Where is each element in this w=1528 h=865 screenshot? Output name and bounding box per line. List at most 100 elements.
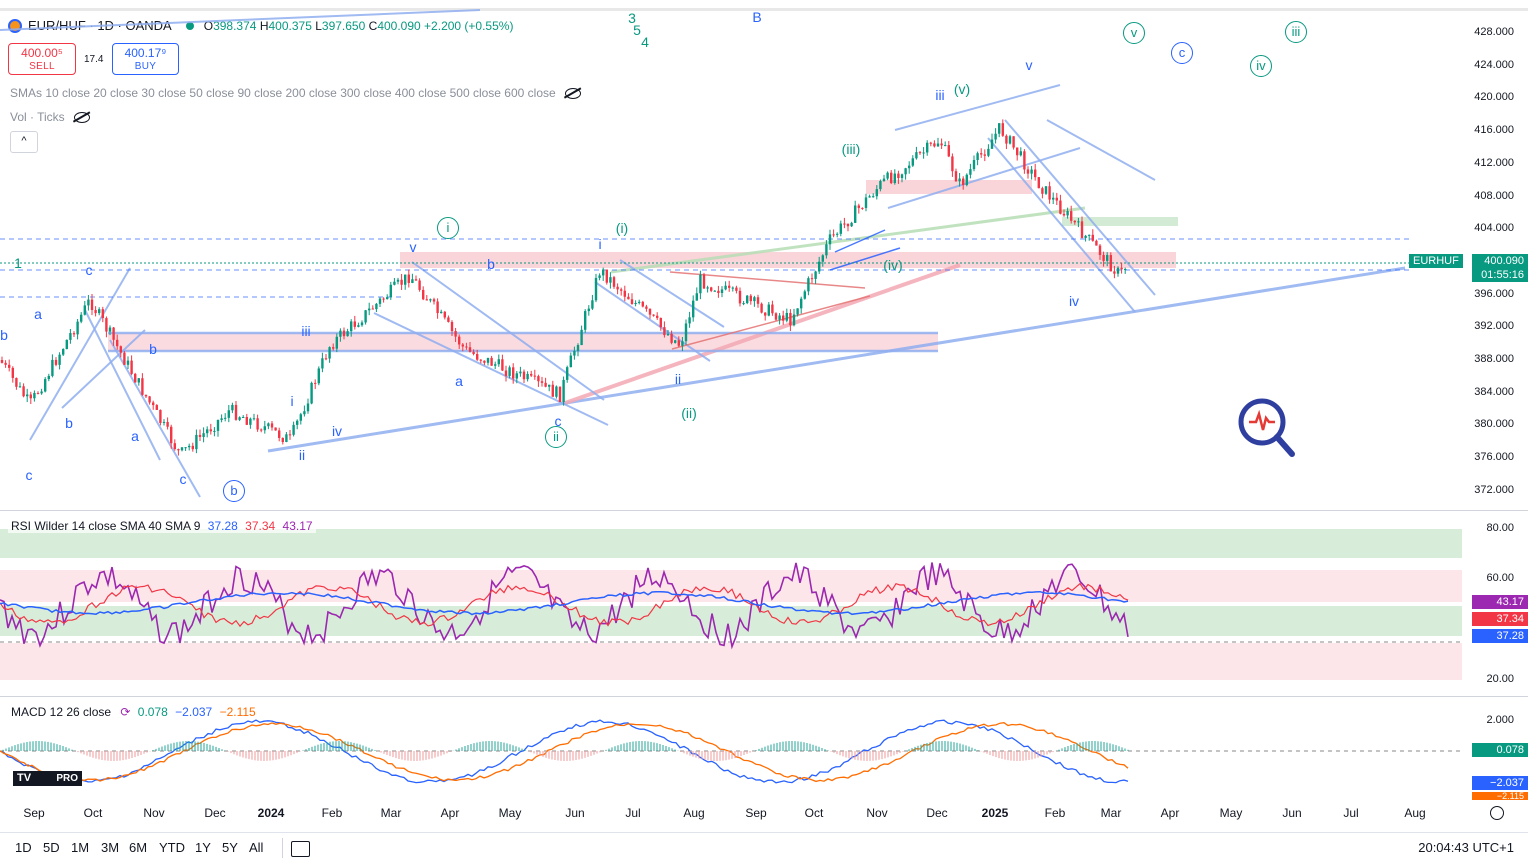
wave-label[interactable]: b	[487, 256, 495, 272]
candle-body	[443, 311, 446, 318]
candle-body	[123, 352, 126, 365]
collapse-legend-button[interactable]: ^	[10, 131, 38, 153]
range-button[interactable]: 1Y	[195, 840, 211, 855]
wave-label[interactable]: c	[1171, 42, 1193, 64]
candle-body	[800, 298, 803, 309]
wave-label[interactable]: c	[554, 413, 562, 429]
wave-label[interactable]: ii	[545, 426, 567, 448]
wave-label[interactable]: b	[65, 415, 73, 431]
clock[interactable]: 20:04:43 UTC+1	[1418, 840, 1514, 855]
range-button[interactable]: All	[249, 840, 264, 855]
wave-label[interactable]: v	[1025, 57, 1033, 73]
wave-label[interactable]: B	[752, 9, 762, 25]
pane-separator[interactable]	[0, 696, 1528, 697]
candle-body	[90, 299, 94, 311]
candle-body	[508, 367, 511, 376]
wave-label[interactable]: v	[1123, 22, 1145, 44]
wave-label[interactable]: iii	[1285, 21, 1307, 43]
bar-countdown: 01:55:16	[1472, 268, 1528, 282]
macd-tag-signal: −2.115	[1472, 792, 1528, 800]
candle-body	[22, 386, 25, 397]
candle-body	[447, 317, 450, 322]
buy-button[interactable]: 400.17⁹ BUY	[112, 43, 179, 75]
macd-legend[interactable]: MACD 12 26 close ⟳ 0.078 −2.037 −2.115	[8, 705, 259, 719]
wave-label[interactable]: (v)	[953, 81, 971, 97]
candle-body	[951, 156, 954, 172]
range-button[interactable]: 3M	[101, 840, 120, 855]
wave-label[interactable]: iii	[301, 323, 311, 339]
range-button[interactable]: YTD	[159, 840, 185, 855]
wave-label[interactable]: iv	[331, 423, 343, 439]
candle-body	[29, 394, 32, 399]
calendar-icon[interactable]	[291, 841, 310, 857]
wave-label[interactable]: iv	[1250, 55, 1272, 77]
candle-body	[616, 286, 619, 290]
candle-body	[699, 274, 702, 294]
sma-legend[interactable]: SMAs 10 close 20 close 30 close 50 close…	[10, 86, 582, 100]
tradingview-logo[interactable]: TV PRO	[13, 771, 82, 786]
wave-label[interactable]: iv	[1068, 293, 1080, 309]
candle-body	[1124, 269, 1127, 271]
wave-label[interactable]: i	[437, 217, 459, 239]
wave-label[interactable]: b	[0, 327, 8, 343]
macd-settings-icon[interactable]: ⟳	[120, 705, 131, 719]
wave-label[interactable]: 3	[628, 10, 636, 26]
hidden-eye-icon[interactable]	[565, 88, 582, 100]
wave-label[interactable]: v	[409, 239, 417, 255]
candle-body	[566, 367, 569, 380]
wave-label[interactable]: ii	[674, 371, 682, 387]
candle-body	[713, 290, 716, 292]
candle-body	[1084, 235, 1087, 238]
wave-label[interactable]: i	[598, 236, 602, 252]
wave-label[interactable]: (ii)	[681, 405, 697, 421]
wave-label[interactable]: ii	[298, 447, 306, 463]
range-button[interactable]: 6M	[129, 840, 148, 855]
rsi-legend[interactable]: RSI Wilder 14 close SMA 40 SMA 9 37.28 3…	[8, 519, 316, 533]
wave-label[interactable]: (iii)	[841, 141, 861, 157]
candle-body	[1030, 169, 1033, 174]
wave-label[interactable]: a	[455, 373, 463, 389]
candle-body	[80, 314, 83, 322]
wave-label[interactable]: (i)	[615, 220, 629, 236]
wave-label[interactable]: 4	[641, 34, 649, 50]
wave-label[interactable]: (iv)	[883, 257, 903, 273]
candle-body	[519, 371, 522, 374]
range-button[interactable]: 5D	[43, 840, 60, 855]
range-button[interactable]: 5Y	[222, 840, 238, 855]
hidden-eye-icon[interactable]	[74, 112, 91, 124]
candle-body	[720, 289, 724, 294]
candle-body	[562, 379, 565, 402]
candle-body	[393, 281, 396, 285]
wave-label[interactable]: c	[25, 467, 33, 483]
candle-body	[173, 443, 176, 450]
candle-body	[213, 430, 216, 432]
wave-label[interactable]: 1	[14, 255, 22, 271]
range-button[interactable]: 1M	[71, 840, 90, 855]
sell-button[interactable]: 400.00⁵ SELL	[8, 43, 76, 75]
wave-label[interactable]: b	[149, 341, 157, 357]
candle-body	[112, 327, 115, 340]
time-axis-label: Nov	[143, 806, 165, 820]
candle-body	[652, 314, 655, 316]
candle-body	[8, 364, 11, 368]
candle-body	[33, 392, 36, 399]
candle-body	[198, 434, 202, 437]
trend-line	[887, 147, 1081, 209]
candle-body	[983, 154, 986, 156]
candle-body	[476, 354, 479, 360]
wave-label[interactable]: c	[179, 471, 187, 487]
wave-label[interactable]: iii	[935, 87, 945, 103]
candle-body	[260, 429, 263, 431]
wave-label[interactable]: 5	[633, 22, 641, 38]
wave-label[interactable]: i	[290, 393, 294, 409]
settings-gear-icon[interactable]	[1490, 806, 1504, 820]
volume-legend[interactable]: Vol · Ticks	[10, 110, 91, 124]
pane-separator[interactable]	[0, 510, 1528, 511]
wave-label[interactable]: c	[85, 262, 93, 278]
range-button[interactable]: 1D	[15, 840, 32, 855]
wave-label[interactable]: a	[34, 306, 42, 322]
time-axis-label: Dec	[926, 806, 948, 820]
wave-label[interactable]: b	[223, 480, 245, 502]
wave-label[interactable]: a	[131, 428, 139, 444]
